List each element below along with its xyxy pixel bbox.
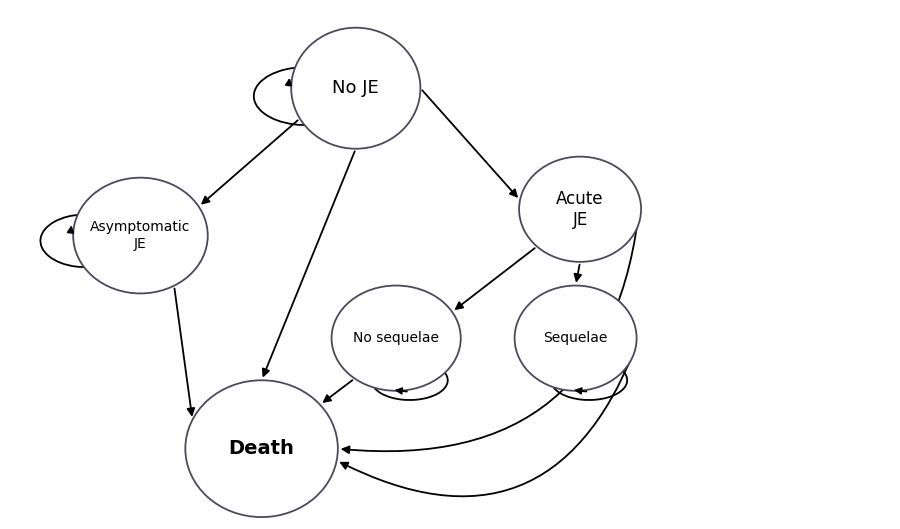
Text: Death: Death bbox=[229, 439, 294, 458]
FancyArrowPatch shape bbox=[263, 151, 355, 376]
FancyArrowPatch shape bbox=[343, 203, 640, 453]
FancyArrowPatch shape bbox=[574, 264, 581, 281]
Text: Asymptomatic
JE: Asymptomatic JE bbox=[90, 221, 191, 251]
Ellipse shape bbox=[185, 380, 338, 517]
FancyArrowPatch shape bbox=[422, 90, 517, 197]
Text: Sequelae: Sequelae bbox=[544, 331, 608, 345]
FancyArrowPatch shape bbox=[456, 248, 535, 309]
Ellipse shape bbox=[519, 157, 641, 262]
Ellipse shape bbox=[73, 178, 208, 294]
FancyArrowPatch shape bbox=[341, 350, 634, 496]
Text: No sequelae: No sequelae bbox=[353, 331, 439, 345]
FancyArrowPatch shape bbox=[324, 380, 353, 402]
Ellipse shape bbox=[331, 286, 461, 391]
Text: No JE: No JE bbox=[332, 79, 379, 97]
Text: Acute
JE: Acute JE bbox=[556, 190, 604, 229]
Ellipse shape bbox=[515, 286, 636, 391]
FancyArrowPatch shape bbox=[202, 120, 298, 204]
FancyArrowPatch shape bbox=[175, 288, 194, 415]
Ellipse shape bbox=[292, 28, 420, 149]
